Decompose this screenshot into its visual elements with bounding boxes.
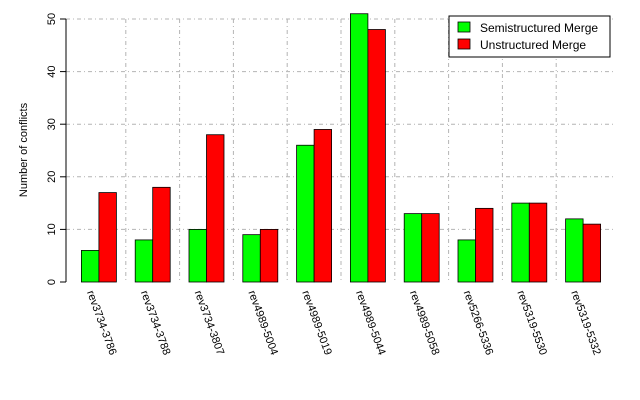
bar-unstructured [152,186,171,283]
y-tick-label: 40 [46,65,58,77]
x-tick-label: rev4989-5019 [299,289,333,357]
legend-swatch-semistructured [457,21,471,33]
bar-semistructured [134,239,154,283]
bar-semistructured [511,202,530,283]
bar-semistructured [565,218,584,283]
bar-semistructured [81,250,100,283]
bar-unstructured [206,134,225,283]
x-ticks: rev3734-3786 rev3734-3788 rev3734-3807 rev4… [84,289,603,357]
y-axis-title: Number of conflicts [18,102,30,197]
y-tick-label: 0 [46,279,58,285]
bar-unstructured [475,207,494,283]
bar-semistructured [457,239,476,283]
y-ticks: 0 10 20 30 40 50 [46,13,66,285]
x-tick-label: rev4989-5058 [407,289,441,357]
x-tick-label: rev5319-5332 [568,289,602,357]
bar-semistructured [296,144,315,283]
bar-unstructured [421,213,440,283]
bar-unstructured [528,202,548,283]
x-tick-label: rev4989-5044 [353,289,387,357]
x-tick-label: rev3734-3788 [138,289,172,357]
x-tick-label: rev5319-5530 [514,289,548,357]
bar-semistructured [403,213,423,283]
bar-unstructured [313,129,333,283]
y-tick-label: 20 [46,171,58,183]
x-tick-label: rev4989-5004 [245,289,279,357]
bar-semistructured [188,228,207,283]
legend-label-unstructured: Unstructured Merge [480,38,586,52]
bar-unstructured [582,223,601,283]
bars [81,13,601,283]
x-tick-label: rev3734-3807 [192,289,226,357]
y-tick-label: 50 [46,13,58,25]
bar-semistructured [242,234,261,283]
legend: Semistructured Merge Unstructured Merge [448,15,611,58]
legend-label-semistructured: Semistructured Merge [480,21,598,35]
bar-unstructured [98,192,117,283]
y-tick-label: 30 [46,118,58,130]
bar-unstructured [367,29,386,283]
x-tick-label: rev3734-3786 [84,289,118,357]
bar-semistructured [349,13,369,283]
bar-unstructured [259,228,279,283]
legend-box [448,15,611,58]
y-tick-label: 10 [46,223,58,235]
x-tick-label: rev5266-5336 [461,289,495,357]
legend-swatch-unstructured [457,38,471,50]
